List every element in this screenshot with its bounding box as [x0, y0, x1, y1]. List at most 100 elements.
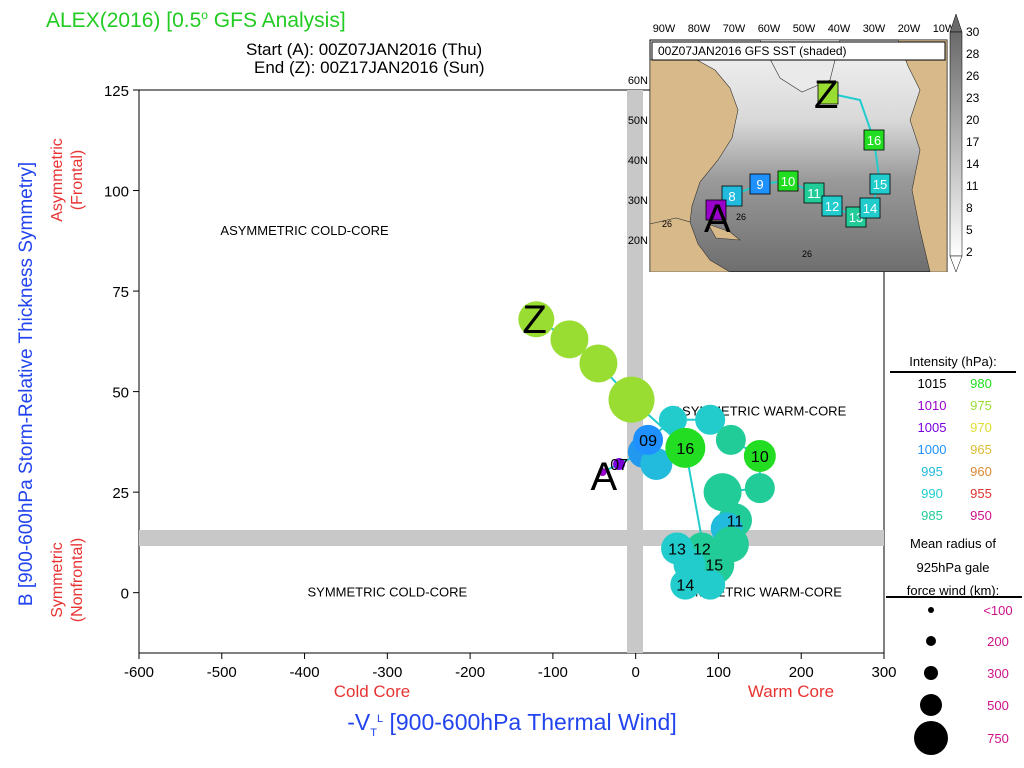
y-tick-label: 25: [112, 485, 129, 502]
x-axis-title: -VTL [900-600hPa Thermal Wind]: [347, 709, 676, 739]
inset-track-box-label: 9: [756, 177, 763, 192]
inset-track-box: [869, 173, 891, 195]
inset-end-box: [817, 81, 839, 105]
sst-contour-label: 26: [662, 219, 672, 229]
y-axis-title: B [900-600hPa Storm-Relative Thickness S…: [16, 162, 37, 606]
point-day-label: 11: [727, 513, 744, 530]
colorbar-bottom-arrow: [949, 255, 963, 272]
intensity-legend-value: 1015: [918, 376, 947, 391]
inset-track-box: [721, 185, 743, 207]
cyclone-point: [695, 404, 726, 435]
colorbar-label: 26: [966, 69, 980, 83]
inset-track-box-label: 10: [781, 174, 795, 189]
colorbar-label: 30: [966, 25, 980, 39]
longitude-label: 50W: [793, 23, 816, 35]
cyclone-point: [598, 468, 607, 477]
x-tick-label: -100: [538, 664, 568, 681]
frontal-label: (Frontal): [69, 150, 86, 210]
inset-track-box-label: 16: [867, 133, 881, 148]
x-tick-label: -400: [290, 664, 320, 681]
radius-legend-dot: [914, 721, 948, 755]
y-tick-label: 0: [121, 586, 129, 603]
x-tick-label: -600: [124, 664, 154, 681]
point-day-label: 09: [639, 433, 657, 450]
latitude-label: 30N: [628, 195, 648, 207]
cyclone-point: [518, 301, 555, 338]
inset-track-box-label: 15: [873, 177, 887, 192]
y-tick-label: 100: [104, 184, 129, 201]
point-day-label: 15: [705, 558, 723, 575]
colorbar-label: 2: [966, 245, 973, 259]
intensity-legend-value: 955: [970, 486, 992, 501]
colorbar-label: 23: [966, 91, 980, 105]
caribbean-islands: [707, 223, 741, 241]
inset-track-box-label: 12: [825, 199, 839, 214]
start-time-label: Start (A): 00Z07JAN2016 (Thu): [246, 40, 483, 59]
latitude-label: 50N: [628, 115, 648, 127]
cyclone-point: [744, 473, 775, 504]
longitude-label: 90W: [653, 23, 676, 35]
radius-legend-dot: [928, 607, 934, 613]
latitude-labels: 60N 50N 40N 30N 20N: [628, 75, 648, 247]
inset-end-marker: Z: [814, 73, 838, 117]
colorbar-label: 14: [966, 157, 980, 171]
cyclone-point: [703, 473, 742, 512]
axis-ticks: -600 -500 -400 -300 -200 -100 0 100 200 300 0 25 50 7…: [104, 83, 897, 681]
colorbar-label: 20: [966, 113, 980, 127]
colorbar-label: 5: [966, 223, 973, 237]
cyclone-point: [665, 427, 706, 468]
latitude-label: 20N: [628, 235, 648, 247]
cyclone-point: [613, 457, 626, 470]
intensity-legend-title: Intensity (hPa):: [909, 354, 996, 369]
intensity-legend-value: 970: [970, 420, 992, 435]
gulf-coast-land: [649, 217, 731, 272]
latitude-label: 60N: [628, 75, 648, 87]
point-day-label: 07: [610, 457, 628, 474]
x-tick-label: 200: [789, 664, 814, 681]
longitude-label: 80W: [688, 23, 711, 35]
end-time-label: End (Z): 00Z17JAN2016 (Sun): [254, 58, 485, 77]
cyclone-point: [633, 424, 664, 455]
longitude-label: 40W: [828, 23, 851, 35]
point-day-label: 14: [676, 578, 694, 595]
radius-legend-value: 750: [987, 731, 1009, 746]
sst-contour-labels: 26 26 26: [662, 212, 812, 259]
y-tick-label: 125: [104, 83, 129, 100]
cyclone-point: [695, 569, 726, 600]
cyclone-point: [550, 320, 589, 359]
inset-start-marker: A: [704, 197, 731, 241]
colorbar-label: 11: [966, 179, 979, 193]
cyclone-point: [670, 569, 701, 600]
point-day-label: 16: [676, 441, 694, 458]
quadrant-asym-cold: ASYMMETRIC COLD-CORE: [220, 223, 389, 238]
inset-track-box-label: 14: [863, 201, 877, 216]
x-tick-label: -500: [207, 664, 237, 681]
colorbar-label: 28: [966, 47, 980, 61]
inset-track-box: [863, 129, 885, 151]
sst-contour-label: 26: [736, 212, 746, 222]
zero-thermal-wind-band: [627, 90, 643, 653]
symmetry-threshold-band: [139, 530, 884, 546]
intensity-legend-value: 980: [970, 376, 992, 391]
point-labels: 07 09 10 11 12 13 15 14 16: [610, 433, 769, 595]
inset-track-box-label: 8: [728, 189, 735, 204]
cold-core-label: Cold Core: [334, 682, 411, 701]
intensity-legend-value: 965: [970, 442, 992, 457]
cyclone-point: [640, 447, 673, 480]
x-tick-label: -300: [372, 664, 402, 681]
cyclone-points: [518, 301, 776, 600]
quadrant-sym-cold: SYMMETRIC COLD-CORE: [308, 585, 468, 600]
inset-track-box: [859, 197, 881, 219]
colorbar-label: 17: [966, 135, 980, 149]
nonfrontal-label: (Nonfrontal): [69, 538, 86, 622]
radius-legend-value: <100: [983, 603, 1012, 618]
sst-track-inset-map: 90W 80W 70W 60W 50W 40W 30W 20W 10W 60N50N40N30N…: [628, 13, 980, 272]
start-marker-a: A: [591, 455, 618, 499]
inset-track-box: [803, 182, 825, 204]
cyclone-point: [658, 405, 687, 434]
europe-africa-land: [897, 39, 948, 272]
colorbar-label: 8: [966, 201, 973, 215]
radius-legend-value: 500: [987, 698, 1009, 713]
colorbar-labels: 30 28 26 23 20 17 14 11 8 5 2: [966, 25, 980, 259]
